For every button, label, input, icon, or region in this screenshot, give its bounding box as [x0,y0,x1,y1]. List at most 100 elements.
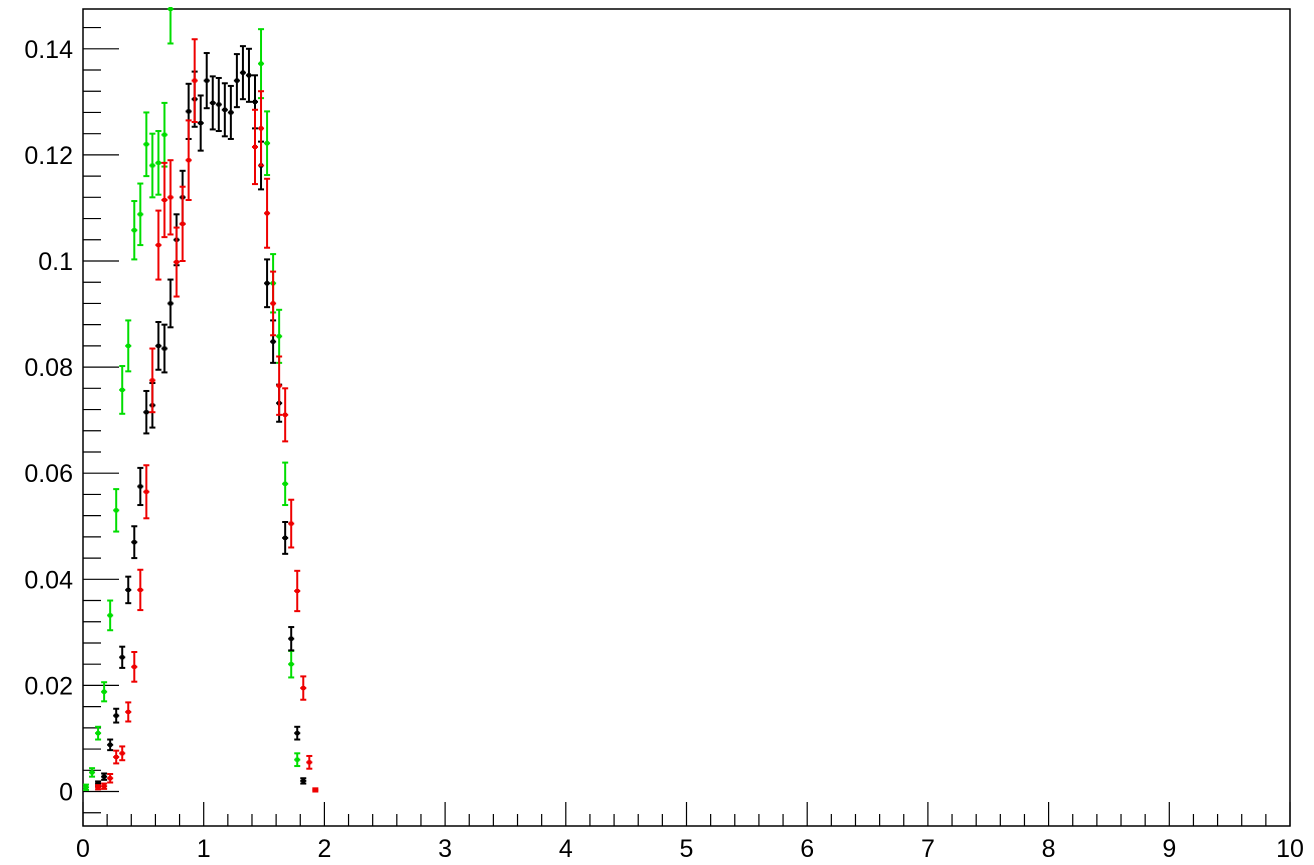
point-marker [295,588,300,593]
data-point [95,784,102,791]
data-point [101,681,108,703]
y-tick-label: 0 [59,779,73,807]
point-marker [216,102,221,107]
data-point [101,772,108,781]
data-point [258,28,265,100]
data-point [300,675,307,701]
point-marker [192,78,197,83]
point-marker [265,211,270,216]
point-marker [252,99,257,104]
data-point [113,707,120,724]
data-point [306,754,313,770]
point-marker [84,785,89,790]
point-marker [132,540,137,545]
data-point [197,94,204,152]
y-tick-label: 0.06 [24,460,73,488]
data-point [155,130,162,196]
point-marker [222,107,227,112]
data-point [155,321,162,371]
data-point [143,111,150,178]
point-marker [271,339,276,344]
y-tick-label: 0.12 [24,142,73,170]
point-marker [204,78,209,83]
point-marker [265,141,270,146]
point-marker [156,243,161,248]
data-point [167,278,174,329]
point-marker [246,73,251,78]
point-marker [144,410,149,415]
point-marker [108,776,113,781]
point-marker [162,346,167,351]
data-point [191,38,198,124]
data-point [173,226,180,298]
data-point [137,568,144,612]
point-marker [259,61,264,66]
data-point [209,75,216,131]
series-1 [95,45,307,787]
point-marker [126,709,131,714]
data-point [131,200,138,261]
data-point [161,161,168,239]
point-marker [126,343,131,348]
point-marker [114,508,119,513]
data-point [294,569,301,613]
point-marker [96,731,101,736]
point-marker [102,689,107,694]
data-point [161,323,168,374]
point-marker [295,757,300,762]
data-point [167,7,174,45]
point-marker [271,301,276,306]
x-tick-label: 10 [1276,835,1304,863]
data-point [107,773,114,784]
data-point [143,389,150,435]
point-marker [198,121,203,126]
y-tick-label: 0.04 [24,566,73,594]
data-point [270,270,277,337]
point-marker [138,212,143,217]
x-tick-label: 3 [438,835,452,863]
data-point [131,650,138,683]
data-point [113,749,120,765]
data-point [137,466,144,507]
point-marker [240,70,245,75]
series-0 [83,7,301,791]
data-point [221,82,228,138]
x-tick-label: 1 [197,835,211,863]
y-tick-label: 0.1 [38,248,73,276]
point-marker [252,144,257,149]
data-point [203,52,210,110]
data-point [89,767,96,778]
point-marker [283,535,288,540]
x-tick-label: 9 [1162,835,1176,863]
data-point [125,701,132,723]
data-point [167,159,174,236]
data-point [161,101,168,168]
point-marker [234,78,239,83]
point-marker [126,587,131,592]
point-marker [289,662,294,667]
data-point [264,258,271,309]
data-point [155,209,162,281]
data-point [233,53,240,109]
point-marker [120,751,125,756]
data-point [83,783,90,791]
point-marker [277,334,282,339]
data-point [245,47,252,103]
point-marker [96,785,101,790]
data-point [179,185,186,262]
data-point [294,725,301,741]
point-marker [132,228,137,233]
point-marker [144,489,149,494]
data-point [294,752,301,768]
data-point [125,319,132,373]
data-point [264,110,271,177]
data-point [239,45,246,101]
data-point [137,182,144,247]
point-marker [210,100,215,105]
x-tick-label: 2 [317,835,331,863]
data-point [288,498,295,549]
point-marker [150,378,155,383]
data-point [107,738,114,752]
point-marker [283,481,288,486]
data-point [227,84,234,140]
